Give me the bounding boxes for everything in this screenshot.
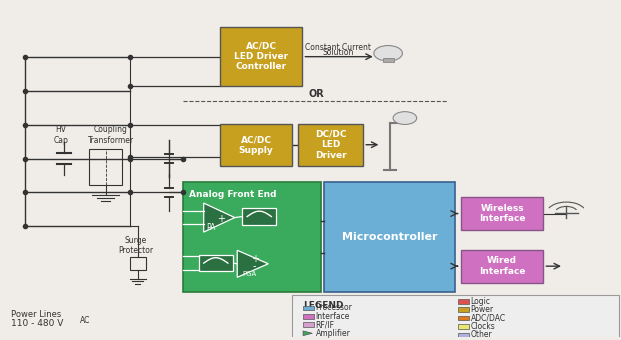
Text: Interface: Interface <box>315 312 350 321</box>
Polygon shape <box>237 250 268 277</box>
Text: Wireless
Interface: Wireless Interface <box>479 204 525 223</box>
Polygon shape <box>204 203 235 232</box>
Circle shape <box>374 46 402 61</box>
Bar <box>199 255 233 271</box>
Bar <box>383 58 394 62</box>
Bar <box>458 324 469 329</box>
Text: -: - <box>253 261 256 272</box>
FancyBboxPatch shape <box>292 295 619 338</box>
Text: Power Lines: Power Lines <box>11 310 61 319</box>
Text: -: - <box>219 206 223 217</box>
Text: LEGEND: LEGEND <box>303 301 343 310</box>
Text: PGA: PGA <box>242 271 256 277</box>
FancyBboxPatch shape <box>298 124 363 166</box>
Text: Logic: Logic <box>471 297 491 306</box>
Bar <box>303 322 314 327</box>
Text: Processor: Processor <box>315 304 352 312</box>
Polygon shape <box>303 331 312 336</box>
Bar <box>458 307 469 312</box>
Bar <box>130 257 146 270</box>
Bar <box>458 333 469 337</box>
Text: Solution: Solution <box>323 49 354 57</box>
Bar <box>458 299 469 304</box>
Text: +: + <box>251 254 258 264</box>
Text: Microcontroller: Microcontroller <box>342 232 437 242</box>
Text: AC/DC
LED Driver
Controller: AC/DC LED Driver Controller <box>234 41 289 71</box>
Text: OR: OR <box>309 89 325 100</box>
Bar <box>303 314 314 319</box>
Text: AC: AC <box>79 316 90 324</box>
Text: +: + <box>217 214 225 224</box>
Text: HV
Cap: HV Cap <box>53 125 68 144</box>
Text: DC/DC
LED
Driver: DC/DC LED Driver <box>315 130 347 160</box>
Text: Coupling
Transformer: Coupling Transformer <box>88 125 134 144</box>
Bar <box>242 208 276 225</box>
Text: Analog Front End: Analog Front End <box>189 190 277 199</box>
Text: Wired
Interface: Wired Interface <box>479 256 525 276</box>
Circle shape <box>393 112 417 124</box>
Text: Constant Current: Constant Current <box>306 44 371 52</box>
Text: Other: Other <box>471 330 492 339</box>
Text: RF/IF: RF/IF <box>315 320 335 329</box>
Text: Amplifier: Amplifier <box>315 329 350 338</box>
FancyBboxPatch shape <box>220 27 302 86</box>
Bar <box>303 306 314 310</box>
Text: PA: PA <box>206 223 215 232</box>
Text: ADC/DAC: ADC/DAC <box>471 313 506 323</box>
Text: Clocks: Clocks <box>471 322 496 331</box>
Text: AC/DC
Supply: AC/DC Supply <box>239 135 273 155</box>
Text: Power: Power <box>471 305 494 314</box>
Text: Surge
Protector: Surge Protector <box>118 236 153 255</box>
Text: 110 - 480 V: 110 - 480 V <box>11 319 63 328</box>
FancyBboxPatch shape <box>324 182 455 292</box>
Bar <box>458 316 469 321</box>
FancyBboxPatch shape <box>183 182 321 292</box>
FancyBboxPatch shape <box>220 124 292 166</box>
FancyBboxPatch shape <box>461 197 543 230</box>
Bar <box>89 150 122 185</box>
FancyBboxPatch shape <box>461 250 543 283</box>
